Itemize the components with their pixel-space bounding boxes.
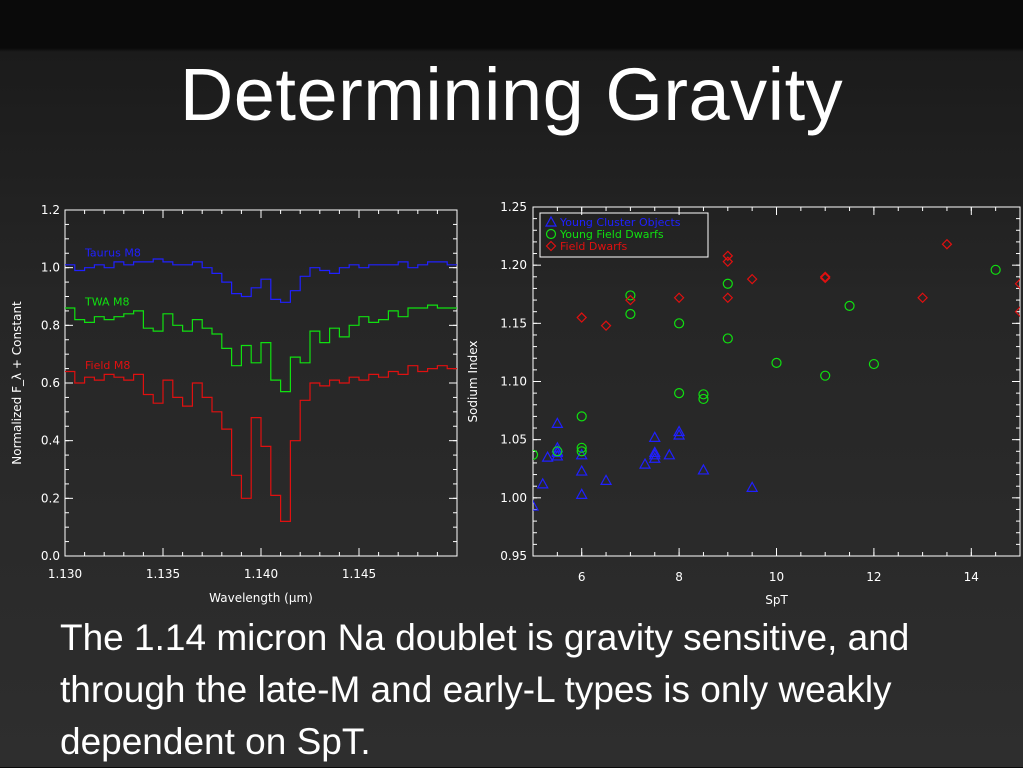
slide-caption: The 1.14 micron Na doublet is gravity se… [60, 612, 1010, 768]
point-circle [821, 371, 830, 380]
y-tick-label: 1.20 [500, 258, 527, 272]
point-triangle [552, 418, 562, 427]
point-circle [675, 319, 684, 328]
point-circle [626, 310, 635, 319]
y-tick-label: 1.25 [500, 200, 527, 214]
legend-label-2: Field Dwarfs [560, 240, 627, 253]
point-diamond [1016, 279, 1023, 288]
legend-marker-1 [547, 230, 556, 239]
point-diamond [675, 293, 684, 302]
point-diamond [723, 251, 732, 260]
point-diamond [748, 275, 757, 284]
y-tick-label: 1.00 [500, 491, 527, 505]
point-triangle [640, 459, 650, 468]
point-circle [869, 360, 878, 369]
point-triangle [601, 475, 611, 484]
point-circle [991, 265, 1000, 274]
point-diamond [577, 313, 586, 322]
point-circle [577, 412, 586, 421]
point-circle [845, 301, 854, 310]
legend-marker-0 [546, 217, 556, 226]
y-tick-label: 1.15 [500, 316, 527, 330]
point-diamond [723, 293, 732, 302]
x-tick-label: 14 [964, 570, 979, 584]
legend-marker-2 [547, 242, 556, 251]
y-tick-label: 0.95 [500, 549, 527, 563]
x-tick-label: 10 [769, 570, 784, 584]
point-triangle [577, 489, 587, 498]
point-diamond [918, 293, 927, 302]
point-circle [723, 279, 732, 288]
scatter-points [528, 240, 1023, 510]
point-diamond [602, 321, 611, 330]
plot-frame [533, 207, 1020, 556]
x-tick-label: 12 [866, 570, 881, 584]
point-triangle [650, 432, 660, 441]
x-axis-label: SpT [765, 593, 788, 607]
point-triangle [664, 450, 674, 459]
x-tick-label: 6 [578, 570, 586, 584]
y-tick-label: 1.05 [500, 433, 527, 447]
point-triangle [747, 482, 757, 491]
point-triangle [538, 479, 548, 488]
y-tick-label: 1.10 [500, 375, 527, 389]
point-circle [772, 358, 781, 367]
sodium-index-chart: 0.95 1.00 1.05 1.10 1.15 1.20 1.25 6 8 10 12 14 SpT S… [0, 0, 1023, 610]
y-axis-label: Sodium Index [466, 340, 480, 422]
point-circle [723, 334, 732, 343]
point-circle [675, 389, 684, 398]
x-tick-label: 8 [675, 570, 683, 584]
point-diamond [942, 240, 951, 249]
point-triangle [543, 452, 553, 461]
point-diamond [723, 257, 732, 266]
point-triangle [577, 466, 587, 475]
point-triangle [674, 430, 684, 439]
point-triangle [698, 465, 708, 474]
